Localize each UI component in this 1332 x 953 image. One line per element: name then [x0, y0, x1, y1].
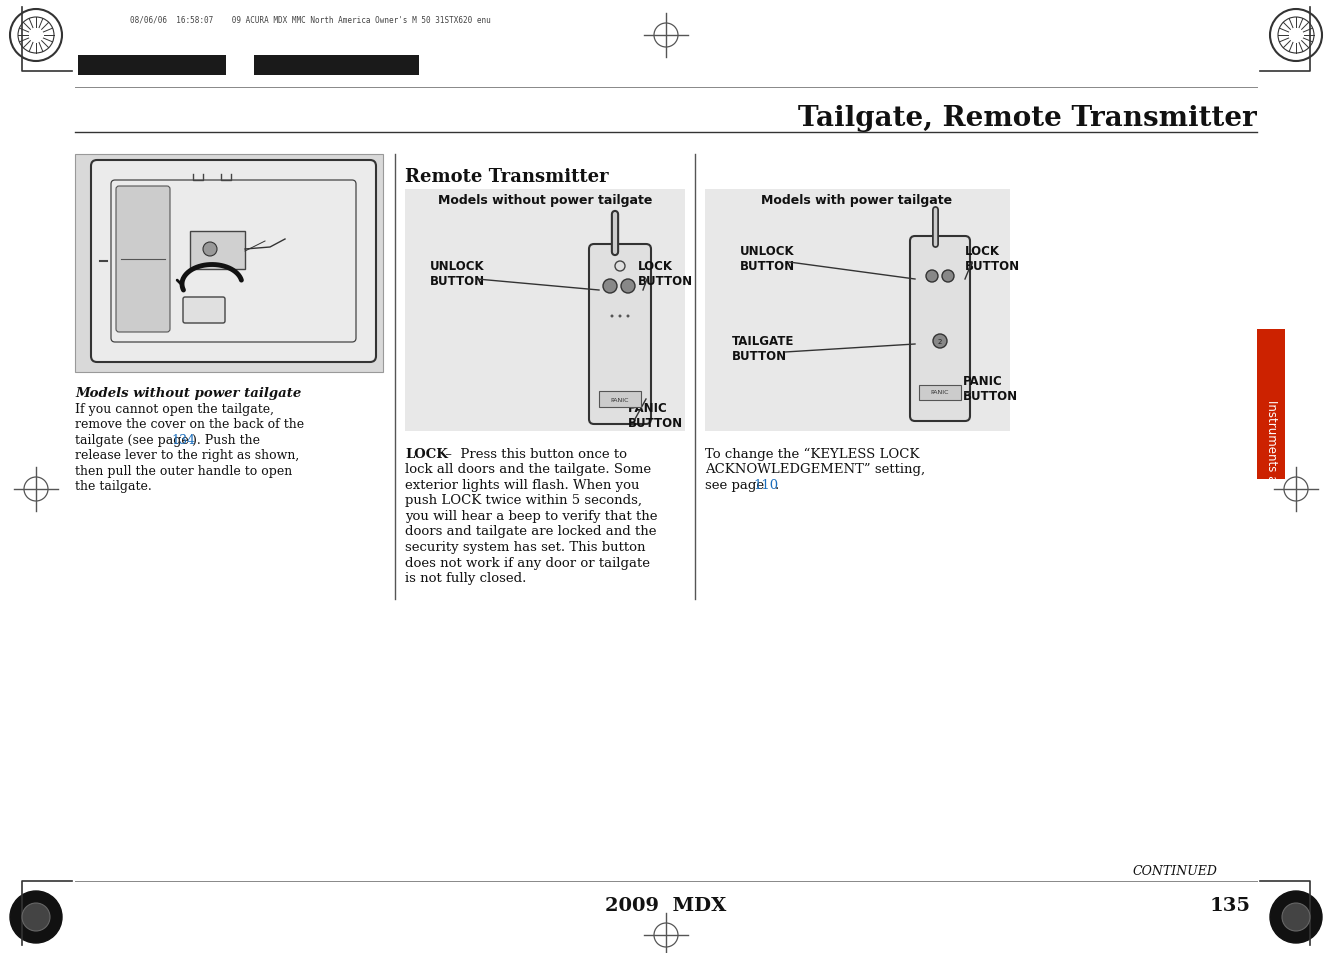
Text: 110: 110	[753, 478, 778, 492]
Text: 135: 135	[1209, 896, 1251, 914]
Circle shape	[610, 315, 614, 318]
Text: 08/06/06  16:58:07    09 ACURA MDX MMC North America Owner's M 50 31STX620 enu: 08/06/06 16:58:07 09 ACURA MDX MMC North…	[131, 15, 490, 25]
Text: Models without power tailgate: Models without power tailgate	[75, 387, 301, 399]
Text: Instruments and Controls: Instruments and Controls	[1264, 399, 1277, 550]
Text: then pull the outer handle to open: then pull the outer handle to open	[75, 464, 292, 477]
Bar	[599, 392, 641, 408]
Text: release lever to the right as shown,: release lever to the right as shown,	[75, 449, 300, 462]
Bar	[405, 190, 685, 432]
Text: Tailgate, Remote Transmitter: Tailgate, Remote Transmitter	[798, 105, 1257, 132]
Bar	[705, 190, 1010, 432]
FancyBboxPatch shape	[589, 245, 651, 424]
Bar	[75, 154, 384, 373]
Circle shape	[932, 335, 947, 349]
Text: tailgate (see page: tailgate (see page	[75, 434, 193, 447]
Circle shape	[202, 243, 217, 256]
Text: ). Push the: ). Push the	[192, 434, 260, 447]
Text: remove the cover on the back of the: remove the cover on the back of the	[75, 418, 304, 431]
Circle shape	[1269, 891, 1321, 943]
Text: –  Press this button once to: – Press this button once to	[441, 448, 627, 460]
FancyBboxPatch shape	[91, 161, 376, 363]
Text: 2: 2	[938, 338, 942, 345]
Bar	[254, 56, 420, 76]
Circle shape	[1281, 903, 1309, 931]
Text: PANIC
BUTTON: PANIC BUTTON	[963, 375, 1018, 402]
Text: you will hear a beep to verify that the: you will hear a beep to verify that the	[405, 510, 658, 522]
Bar	[1257, 330, 1285, 479]
Circle shape	[626, 315, 630, 318]
Text: does not work if any door or tailgate: does not work if any door or tailgate	[405, 556, 650, 569]
FancyBboxPatch shape	[182, 297, 225, 324]
Text: TAILGATE
BUTTON: TAILGATE BUTTON	[731, 335, 794, 363]
Text: exterior lights will flash. When you: exterior lights will flash. When you	[405, 478, 639, 492]
Bar	[919, 386, 960, 400]
Text: CONTINUED: CONTINUED	[1132, 864, 1217, 878]
Text: Models with power tailgate: Models with power tailgate	[762, 193, 952, 207]
Circle shape	[603, 280, 617, 294]
Text: the tailgate.: the tailgate.	[75, 480, 152, 493]
Text: Models without power tailgate: Models without power tailgate	[438, 193, 653, 207]
Circle shape	[926, 271, 938, 283]
Circle shape	[618, 315, 622, 318]
Bar	[190, 232, 245, 270]
Circle shape	[23, 903, 51, 931]
FancyBboxPatch shape	[116, 187, 170, 333]
Circle shape	[11, 891, 63, 943]
Text: doors and tailgate are locked and the: doors and tailgate are locked and the	[405, 525, 657, 537]
Text: UNLOCK
BUTTON: UNLOCK BUTTON	[429, 260, 485, 288]
Text: PANIC: PANIC	[611, 397, 629, 402]
Text: 2009  MDX: 2009 MDX	[605, 896, 727, 914]
Text: If you cannot open the tailgate,: If you cannot open the tailgate,	[75, 402, 274, 416]
Text: security system has set. This button: security system has set. This button	[405, 540, 646, 554]
Text: To change the “KEYLESS LOCK: To change the “KEYLESS LOCK	[705, 448, 919, 460]
Text: PANIC
BUTTON: PANIC BUTTON	[627, 401, 682, 430]
Text: LOCK
BUTTON: LOCK BUTTON	[964, 245, 1019, 273]
Text: 134: 134	[172, 434, 196, 447]
Circle shape	[621, 280, 635, 294]
Text: Remote Transmitter: Remote Transmitter	[405, 168, 609, 186]
Circle shape	[942, 271, 954, 283]
Text: .: .	[775, 478, 779, 492]
Text: lock all doors and the tailgate. Some: lock all doors and the tailgate. Some	[405, 463, 651, 476]
Text: push LOCK twice within 5 seconds,: push LOCK twice within 5 seconds,	[405, 494, 642, 507]
Text: UNLOCK
BUTTON: UNLOCK BUTTON	[739, 245, 795, 273]
Text: see page: see page	[705, 478, 769, 492]
Text: LOCK
BUTTON: LOCK BUTTON	[638, 260, 693, 288]
FancyBboxPatch shape	[910, 236, 970, 421]
Text: PANIC: PANIC	[931, 390, 950, 395]
Text: LOCK: LOCK	[405, 448, 448, 460]
Text: is not fully closed.: is not fully closed.	[405, 572, 526, 584]
Text: ACKNOWLEDGEMENT” setting,: ACKNOWLEDGEMENT” setting,	[705, 463, 926, 476]
Bar	[79, 56, 226, 76]
